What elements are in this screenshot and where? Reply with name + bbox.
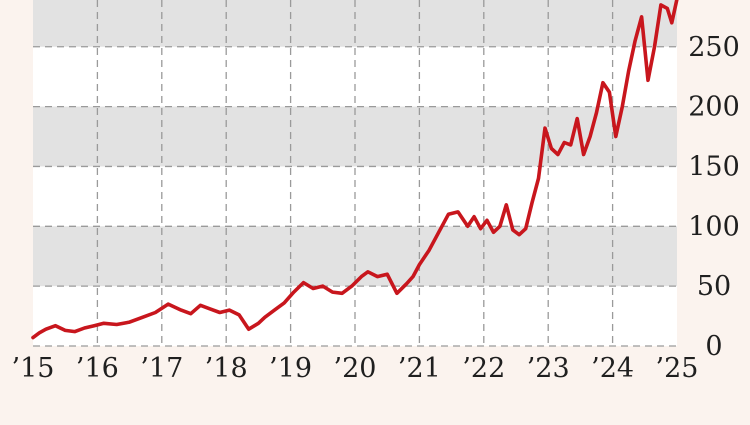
y-tick-label: 250 [688, 32, 740, 63]
x-tick-label: ’23 [527, 353, 570, 384]
x-tick-label: ’16 [76, 353, 119, 384]
x-tick-label: ’17 [140, 353, 183, 384]
x-tick-label: ’18 [205, 353, 248, 384]
x-tick-label: ’21 [398, 353, 441, 384]
y-tick-label: 50 [697, 271, 731, 302]
x-axis-ticks: ’15 ’16 ’17 ’18 ’19 ’20 ’21 ’22 ’23 ’24 ’25 [12, 353, 699, 384]
x-tick-label: ’15 [12, 353, 55, 384]
series-line [31, 0, 679, 340]
y-tick-label: 0 [705, 331, 722, 362]
gridlines [33, 0, 677, 347]
x-tick-label: ’25 [656, 353, 699, 384]
y-tick-label: 200 [688, 92, 740, 123]
series-layer [31, 0, 679, 340]
x-tick-label: ’24 [591, 353, 634, 384]
y-tick-label: 150 [688, 151, 740, 182]
x-tick-label: ’20 [334, 353, 377, 384]
y-tick-label: 100 [688, 211, 740, 242]
x-tick-label: ’22 [462, 353, 505, 384]
y-tick-label: 300 [688, 0, 740, 3]
x-tick-label: ’19 [269, 353, 312, 384]
y-axis-ticks: 0 50 100 150 200 250 300 [688, 0, 740, 362]
